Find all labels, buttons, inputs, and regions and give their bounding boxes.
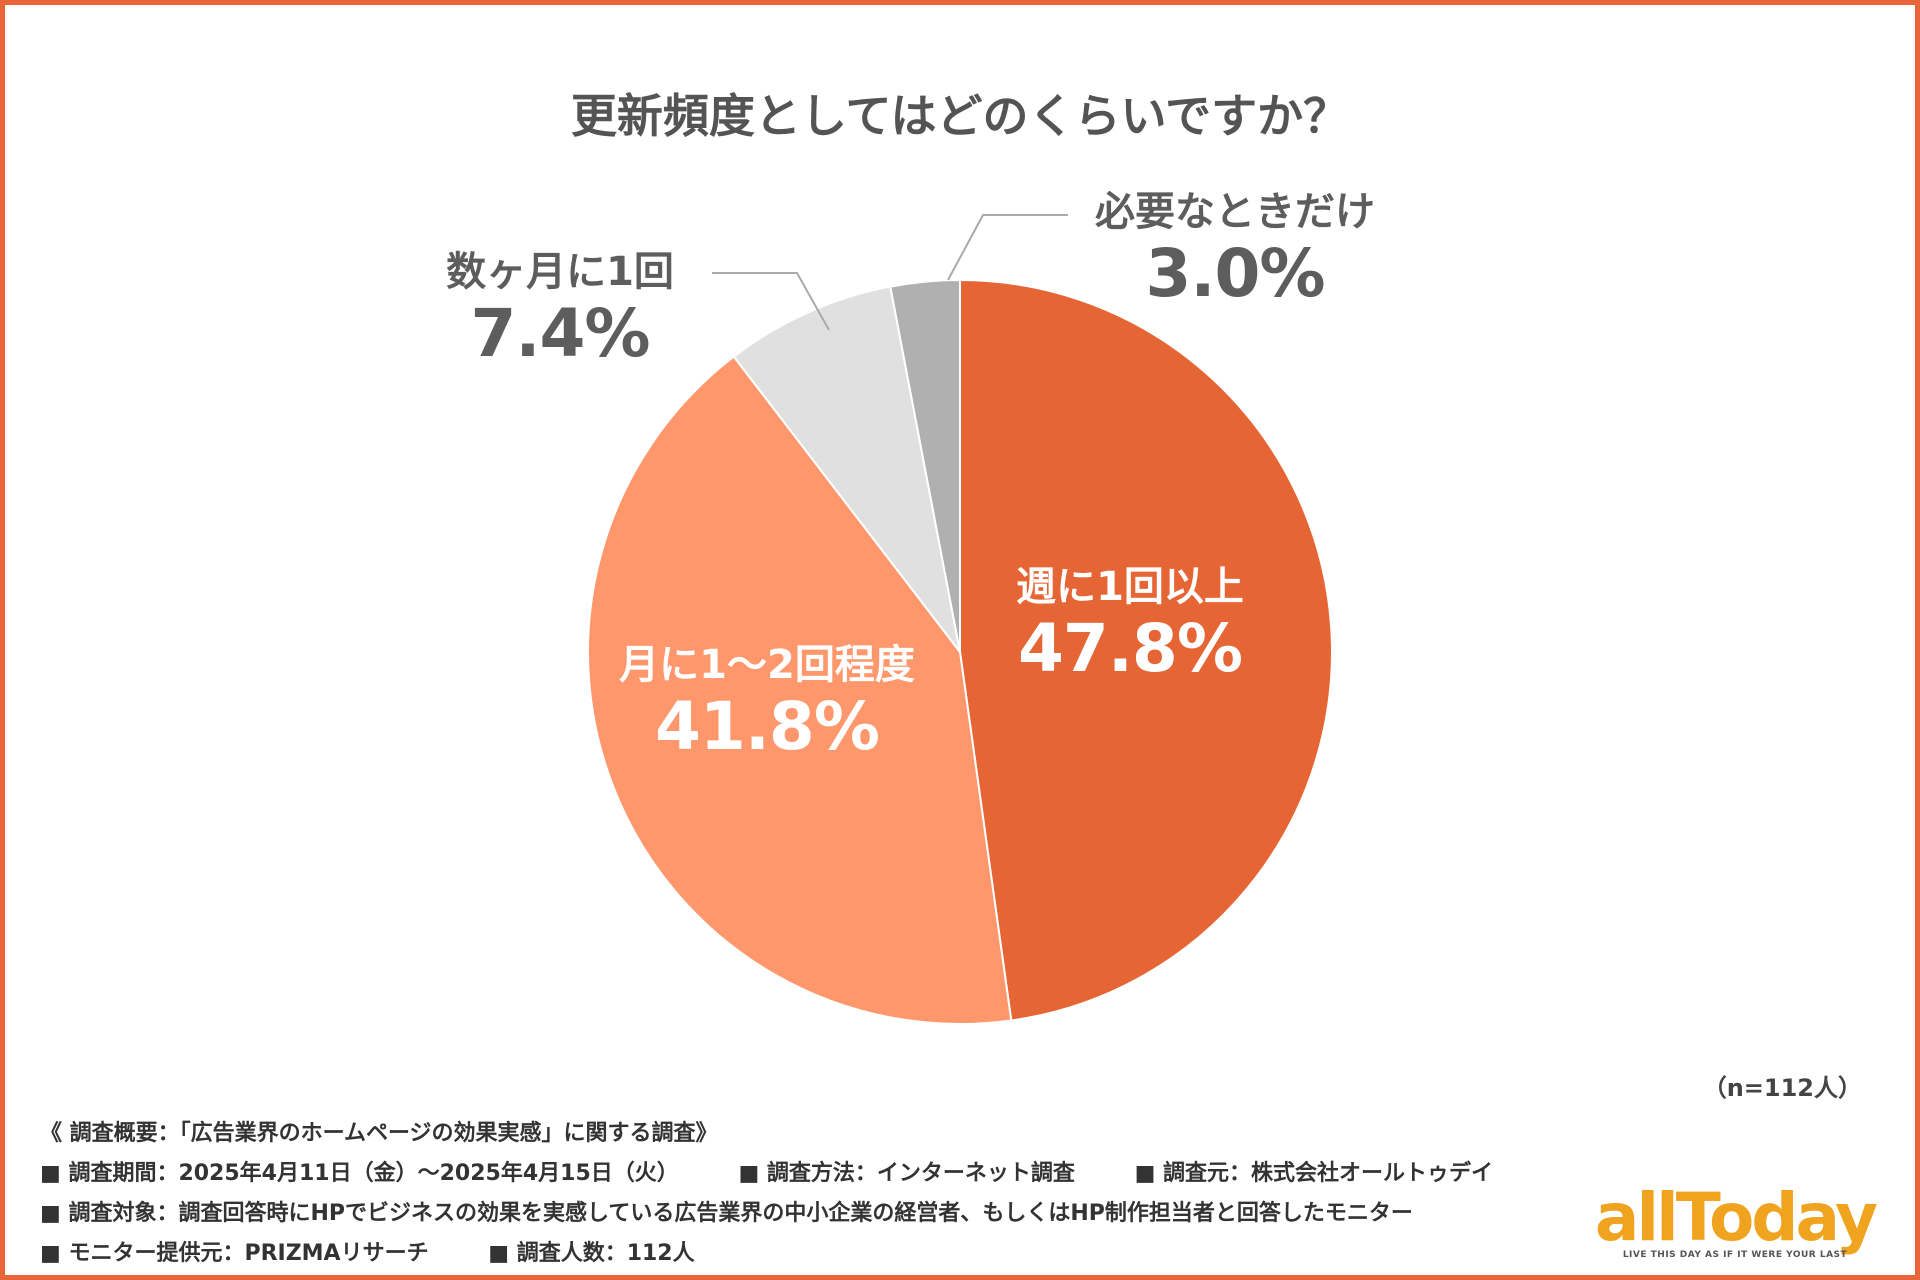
slice-name-few-months: 数ヶ月に1回 xyxy=(446,249,674,295)
chart-title: 更新頻度としてはどのくらいですか？ xyxy=(570,89,1350,143)
logo-tagline: LIVE THIS DAY AS IF IT WERE YOUR LAST xyxy=(1622,1250,1848,1260)
survey-period: ■ 調査期間：2025年4月11日（金）〜2025年4月15日（火） xyxy=(40,1161,679,1186)
slice-pct-monthly: 41.8% xyxy=(655,688,880,765)
survey-method: ■ 調査方法：インターネット調査 xyxy=(738,1161,1075,1186)
alltoday-logo: allToday LIVE THIS DAY AS IF IT WERE YOU… xyxy=(1585,1179,1885,1261)
slice-label-monthly: 月に1〜2回程度 41.8% xyxy=(597,641,937,765)
slice-name-monthly: 月に1〜2回程度 xyxy=(619,642,915,688)
pie-slice-weekly xyxy=(959,278,1333,1022)
leader-line-few-months xyxy=(712,272,830,331)
slice-name-weekly: 週に1回以上 xyxy=(1016,564,1244,610)
logo-wordmark: allToday xyxy=(1594,1179,1878,1256)
leader-line-as-needed xyxy=(947,214,1068,281)
survey-overview: 《 調査概要：「広告業界のホームページの効果実感」に関する調査》 ■ 調査期間：… xyxy=(40,1114,1493,1274)
sample-size-note: （n=112人） xyxy=(1702,1074,1862,1102)
slice-name-as-needed: 必要なときだけ xyxy=(1095,189,1375,235)
survey-target: ■ 調査対象：調査回答時にHPでビジネスの効果を実感している広告業界の中小企業の… xyxy=(40,1201,1413,1226)
survey-source: ■ 調査元：株式会社オールトゥデイ xyxy=(1134,1161,1494,1186)
slice-label-weekly: 週に1回以上 47.8% xyxy=(1000,563,1260,687)
slice-pct-few-months: 7.4% xyxy=(470,295,650,372)
survey-count: ■ 調査人数：112人 xyxy=(488,1241,695,1266)
slice-pct-weekly: 47.8% xyxy=(1018,610,1243,687)
survey-row-1: ■ 調査期間：2025年4月11日（金）〜2025年4月15日（火） ■ 調査方… xyxy=(40,1154,1493,1194)
pie-slice-monthly xyxy=(587,355,1013,1025)
pie-slice-few-months xyxy=(732,285,961,653)
slice-pct-as-needed: 3.0% xyxy=(1145,235,1325,312)
survey-row-3: ■ モニター提供元：PRIZMAリサーチ ■ 調査人数：112人 xyxy=(40,1234,1493,1274)
pie-slice-as-needed xyxy=(889,278,961,653)
survey-provider: ■ モニター提供元：PRIZMAリサーチ xyxy=(40,1241,429,1266)
survey-heading: 《 調査概要：「広告業界のホームページの効果実感」に関する調査》 xyxy=(40,1121,718,1146)
slice-label-as-needed: 必要なときだけ 3.0% xyxy=(1085,188,1385,312)
slice-label-few-months: 数ヶ月に1回 7.4% xyxy=(420,248,700,372)
